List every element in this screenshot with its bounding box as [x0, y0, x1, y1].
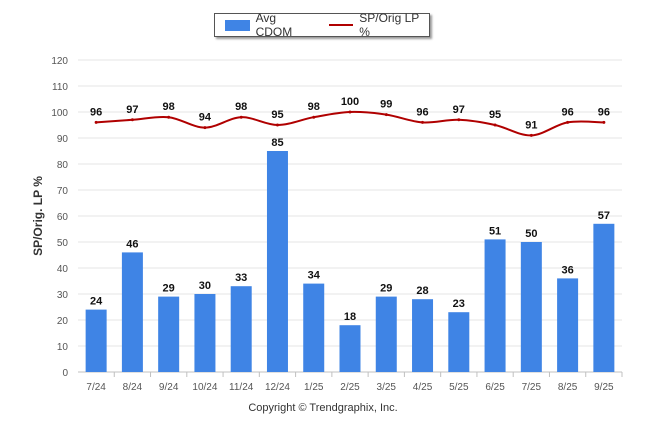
bar-data-label: 46	[126, 238, 138, 250]
legend-bar-label: Avg CDOM	[255, 11, 293, 39]
line-point	[566, 120, 570, 124]
line-data-label: 96	[90, 106, 102, 118]
x-tick-label: 9/25	[594, 382, 614, 393]
line-data-label: 97	[453, 104, 465, 116]
line-point	[493, 123, 497, 127]
y-tick-label: 110	[52, 82, 68, 93]
line-data-label: 96	[416, 106, 428, 118]
bar-data-label: 51	[489, 225, 501, 237]
bar	[375, 296, 397, 372]
bar-data-label: 29	[380, 283, 392, 295]
y-tick-label: 10	[57, 342, 69, 353]
bar	[266, 151, 288, 372]
bar-data-label: 24	[90, 296, 103, 308]
y-tick-label: 80	[57, 160, 69, 171]
bar	[593, 223, 615, 372]
legend-item-line[interactable]: SP/Orig LP %	[328, 11, 429, 39]
line-point	[94, 120, 98, 124]
line-point	[421, 120, 425, 124]
line-point	[529, 133, 533, 137]
bar	[121, 252, 143, 372]
line-point	[239, 115, 243, 119]
bar-data-label: 50	[525, 228, 537, 240]
bar	[412, 299, 434, 372]
legend-item-bar[interactable]: Avg CDOM	[225, 11, 313, 39]
y-tick-label: 90	[57, 134, 69, 145]
x-tick-label: 11/24	[229, 382, 254, 393]
line-data-label: 95	[489, 109, 501, 121]
line-data-label: 100	[341, 96, 359, 108]
line-data-label: 96	[598, 106, 610, 118]
y-tick-label: 60	[57, 212, 69, 223]
line-point	[457, 118, 461, 122]
x-tick-label: 4/25	[413, 382, 433, 393]
line-point	[384, 113, 388, 117]
line-data-label: 98	[163, 101, 175, 113]
legend-bar-swatch	[225, 19, 250, 31]
y-axis-title: SP/Orig. LP %	[31, 176, 45, 256]
bar-data-label: 33	[235, 272, 247, 284]
bar	[194, 294, 216, 372]
legend: Avg CDOM SP/Orig LP %	[214, 11, 430, 39]
line-data-label: 98	[308, 101, 320, 113]
x-tick-label: 10/24	[192, 382, 217, 393]
x-tick-label: 12/24	[265, 382, 290, 393]
bar-data-label: 57	[598, 210, 610, 222]
bar	[557, 278, 579, 372]
x-tick-label: 1/25	[304, 382, 324, 393]
line-point	[348, 110, 352, 114]
legend-line-label: SP/Orig LP %	[359, 11, 420, 39]
line-data-label: 95	[271, 109, 283, 121]
x-tick-label: 7/24	[86, 382, 106, 393]
y-tick-label: 40	[57, 264, 69, 275]
bar-data-label: 28	[416, 285, 428, 297]
line-point	[312, 115, 316, 119]
line-point	[602, 120, 606, 124]
bar	[448, 312, 470, 372]
bar	[158, 296, 180, 372]
bar	[484, 239, 506, 372]
bar-data-label: 85	[271, 137, 283, 149]
bar-data-label: 29	[163, 283, 175, 295]
line-data-label: 91	[525, 119, 537, 131]
line-point	[167, 115, 171, 119]
x-tick-label: 9/24	[159, 382, 179, 393]
y-tick-label: 120	[51, 56, 68, 67]
line-data-label: 96	[561, 106, 573, 118]
bar	[339, 325, 361, 372]
line-data-label: 94	[199, 112, 212, 124]
x-tick-label: 3/25	[377, 382, 397, 393]
bar-data-label: 30	[199, 280, 211, 292]
bar	[230, 286, 252, 372]
bar	[520, 242, 542, 372]
bar-data-label: 34	[308, 270, 321, 282]
bar-data-label: 36	[561, 264, 573, 276]
line-point	[275, 123, 279, 127]
x-tick-label: 5/25	[449, 382, 469, 393]
x-tick-label: 7/25	[522, 382, 542, 393]
bar	[85, 309, 107, 372]
y-tick-label: 30	[57, 290, 69, 301]
y-tick-label: 50	[57, 238, 69, 249]
bar	[303, 283, 325, 372]
copyright-text: Copyright © Trendgraphix, Inc.	[248, 402, 398, 414]
bar-data-label: 23	[453, 298, 465, 310]
x-tick-label: 6/25	[485, 382, 505, 393]
x-tick-label: 8/24	[123, 382, 143, 393]
x-tick-label: 2/25	[340, 382, 360, 393]
y-tick-label: 70	[57, 186, 69, 197]
line-data-label: 99	[380, 99, 392, 111]
y-tick-label: 20	[57, 316, 69, 327]
bar-data-label: 18	[344, 311, 356, 323]
line-data-label: 97	[126, 104, 138, 116]
line-point	[203, 126, 207, 130]
y-tick-label: 0	[62, 368, 68, 379]
y-tick-label: 100	[51, 108, 68, 119]
x-tick-label: 8/25	[558, 382, 578, 393]
legend-line-swatch	[328, 24, 354, 26]
line-point	[130, 118, 134, 122]
line-data-label: 98	[235, 101, 247, 113]
